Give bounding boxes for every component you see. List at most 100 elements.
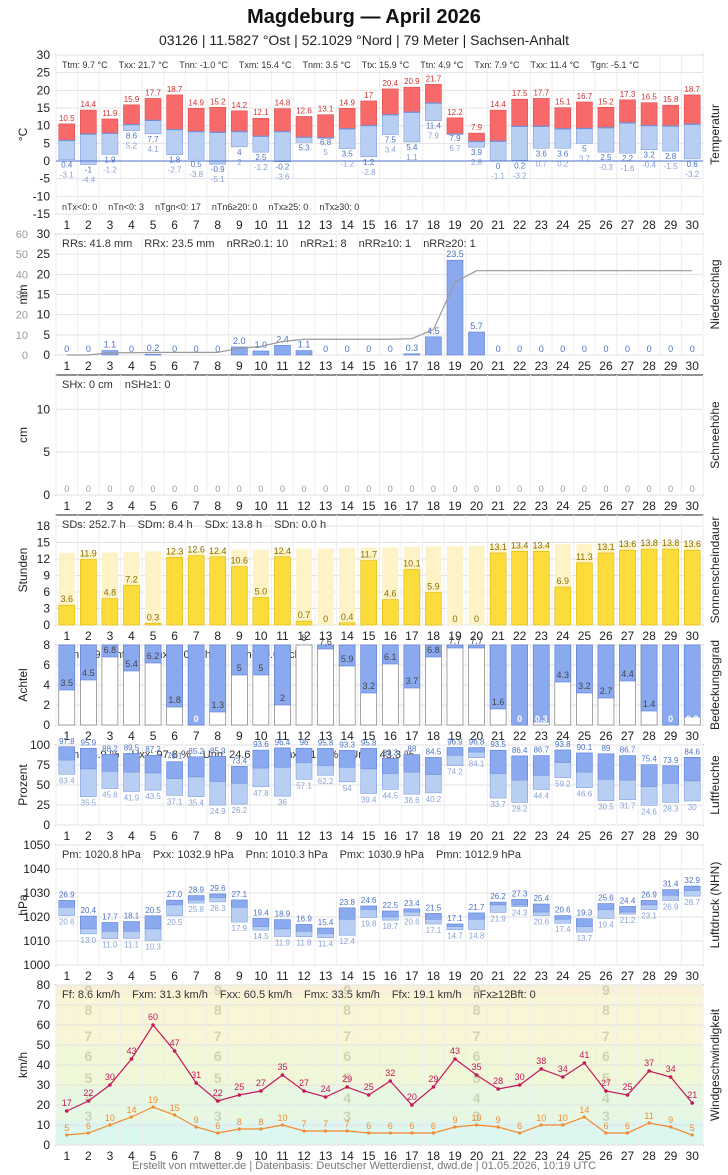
x-tick-label: 24: [556, 359, 570, 373]
stat-label: SHx: 0 cm: [62, 379, 113, 391]
stat-label: Ffx: 19.1 km/h: [392, 989, 462, 1001]
y-tick-label-right: 50: [16, 249, 28, 261]
humidity-min-value: 38.6: [404, 796, 420, 805]
pressure-lower-bar: [576, 926, 593, 933]
x-tick-label: 21: [491, 829, 505, 843]
pressure-upper-bar: [338, 907, 356, 920]
beaufort-label: 7: [84, 1028, 92, 1044]
snow-value: 0: [668, 484, 673, 494]
pressure-upper-bar: [532, 903, 550, 913]
x-tick-label: 21: [491, 969, 505, 983]
cloud-clear-bar: [187, 644, 205, 726]
wind-mean-point: [345, 1129, 349, 1133]
x-tick-label: 15: [362, 499, 376, 513]
x-tick-label: 3: [107, 218, 114, 232]
humidity-upper-bar: [144, 754, 162, 774]
sun-bar: [662, 548, 679, 626]
pressure-max-value: 24.4: [620, 896, 636, 905]
humidity-lower-bar: [511, 779, 528, 803]
sun-value: 4.8: [104, 588, 117, 598]
tmean-bar: [144, 120, 162, 135]
x-tick-label: 13: [319, 729, 333, 743]
x-tick-label: 12: [297, 359, 311, 373]
x-tick-label: 20: [470, 218, 484, 232]
tmax-bar: [166, 94, 183, 130]
x-tick-label: 1: [63, 218, 70, 232]
page-title: Magdeburg — April 2026: [247, 6, 481, 28]
wind-gust-point: [410, 1103, 414, 1107]
y-tick-label: 1040: [23, 862, 50, 876]
x-tick-label: 27: [621, 499, 635, 513]
x-tick-label: 29: [664, 969, 678, 983]
cloud-value: 5: [237, 663, 242, 673]
wind-mean-value: 6: [86, 1121, 91, 1131]
wind-gust-point: [259, 1089, 263, 1093]
y-tick-label: 15: [37, 288, 51, 302]
tmax-bar: [274, 108, 291, 132]
cloud-value: 4.5: [82, 668, 95, 678]
x-tick-label: 22: [513, 829, 527, 843]
tmin-value: 0.4: [61, 161, 73, 170]
wind-mean-point: [216, 1131, 220, 1135]
tmean-bar: [58, 140, 76, 160]
x-tick-label: 20: [470, 969, 484, 983]
humidity-max-value: 96.4: [275, 738, 291, 747]
beaufort-label: 5: [602, 1070, 610, 1086]
pressure-min-value: 11.1: [124, 940, 140, 949]
y-tick-label: 0: [43, 618, 50, 632]
tmin-value: 5.3: [298, 143, 310, 152]
snow-value: 0: [366, 484, 371, 494]
pressure-min-value: 11.8: [297, 939, 313, 948]
wind-mean-value: 10: [536, 1113, 546, 1123]
y-tick-label: 25: [37, 247, 51, 261]
wind-mean-point: [539, 1123, 543, 1127]
humidity-upper-bar: [640, 764, 658, 787]
pressure-upper-bar: [554, 915, 572, 920]
x-tick-label: 9: [236, 969, 243, 983]
y-tick-label: 0: [43, 1138, 50, 1152]
tmin-value: 7.7: [147, 135, 159, 144]
wind-gust-line: [66, 1023, 693, 1112]
tmax-value: 15.2: [210, 97, 226, 106]
humidity-max-value: 86.7: [533, 746, 549, 755]
x-tick-label: 30: [686, 218, 700, 232]
humidity-max-value: 84.5: [426, 747, 442, 756]
cloud-value: 5: [258, 663, 263, 673]
cloud-clear-bar: [403, 644, 421, 689]
tmean-bar: [640, 125, 658, 150]
stat-label: nRR≥10: 1: [359, 238, 412, 250]
cloud-total-bar: [446, 644, 464, 726]
humidity-min-value: 35.5: [81, 799, 97, 808]
x-tick-label: 23: [535, 729, 549, 743]
tmin-value: 2.5: [600, 153, 612, 162]
humidity-min-value: 54: [343, 784, 352, 793]
humidity-min-value: 63.4: [59, 776, 75, 785]
stat-label: Fmx: 33.5 km/h: [304, 989, 380, 1001]
x-tick-label: 13: [319, 1149, 333, 1163]
humidity-min-value: 46.6: [577, 790, 593, 799]
tgmin-value: -2.8: [362, 168, 376, 177]
tgmin-value: 2: [237, 158, 242, 167]
tmin-value: 1.9: [104, 155, 116, 164]
humidity-lower-bar: [532, 775, 550, 790]
tgmin-value: 5.2: [126, 142, 138, 151]
x-tick-label: 29: [664, 829, 678, 843]
snow-value: 0: [625, 484, 630, 494]
sun-value: 13.4: [532, 540, 550, 550]
beaufort-label: 3: [473, 1108, 481, 1124]
wind-mean-point: [86, 1131, 90, 1135]
x-tick-label: 19: [448, 969, 462, 983]
pressure-max-value: 18.9: [275, 910, 291, 919]
humidity-upper-bar: [532, 755, 550, 776]
precip-cumulative-line: [66, 270, 693, 356]
x-tick-label: 29: [664, 359, 678, 373]
sun-possible-bar: [296, 548, 313, 625]
x-tick-label: 14: [340, 729, 354, 743]
tmean-bar: [274, 131, 291, 163]
tmin-value: 4: [237, 148, 242, 157]
pressure-max-value: 21.7: [469, 903, 485, 912]
y-axis-label: Prozent: [16, 764, 30, 806]
snow-value: 0: [517, 484, 522, 494]
humidity-upper-bar: [511, 755, 528, 781]
